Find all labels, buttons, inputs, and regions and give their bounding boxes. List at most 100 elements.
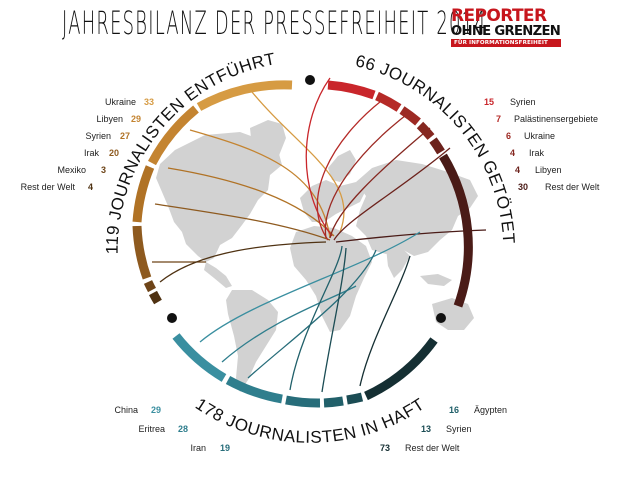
getoetet-row: 15 [484, 97, 494, 108]
getoetet-number: 30 [518, 182, 529, 192]
getoetet-row: Irak [529, 148, 544, 159]
getoetet-number: 7 [496, 114, 502, 124]
entfuehrt-row: Rest der Welt [21, 182, 75, 193]
flow-china-haft [199, 231, 421, 343]
entfuehrt-country: Rest der Welt [20, 182, 75, 192]
flows-getoetet [305, 77, 487, 243]
page-title: JAHRESBILANZ DER PRESSEFREIHEIT 2014 [62, 4, 487, 42]
getoetet-country: Ukraine [524, 131, 556, 141]
haft-value: 29 [151, 405, 161, 416]
getoetet-row: 30 [518, 182, 528, 193]
separator-dot-left [167, 313, 177, 323]
arc-haft-iran [285, 395, 321, 408]
logo-tagline: FÜR INFORMATIONSFREIHEIT [451, 39, 561, 47]
arc-getoetet-libyen [429, 137, 445, 155]
scandinavia-shape [328, 150, 356, 182]
entfuehrt-row: Syrien [85, 131, 111, 142]
entfuehrt-country: Irak [83, 148, 99, 158]
entfuehrt-number: 3 [101, 165, 107, 175]
flows-entfuehrt [152, 91, 345, 283]
flow-ukraine-entfuehrt [251, 91, 345, 233]
getoetet-row: 7 [496, 114, 501, 125]
getoetet-number: 15 [484, 97, 495, 107]
haft-row: China [114, 405, 138, 416]
haft-country: Ägypten [474, 405, 508, 415]
haft-number: 29 [151, 405, 162, 415]
haft-row: 13 [421, 424, 431, 435]
getoetet-row: Ukraine [524, 131, 555, 142]
entfuehrt-value: 20 [109, 148, 119, 159]
arc-getoetet-irak [416, 121, 435, 140]
entfuehrt-country: Ukraine [104, 97, 136, 107]
entfuehrt-row: Ukraine [105, 97, 136, 108]
haft-number: 13 [421, 424, 432, 434]
getoetet-row: Palästinensergebiete [514, 114, 598, 125]
getoetet-row: 4 [515, 165, 520, 176]
getoetet-number: 4 [510, 148, 516, 158]
getoetet-number: 6 [506, 131, 512, 141]
entfuehrt-value: 4 [88, 182, 93, 193]
haft-row: Ägypten [474, 405, 507, 416]
haft-row: Eritrea [138, 424, 165, 435]
haft-row: Iran [190, 443, 206, 454]
entfuehrt-value: 3 [101, 165, 106, 176]
haft-number: 28 [178, 424, 189, 434]
arc-entfuehrt-libyen [148, 105, 199, 166]
getoetet-country: Rest der Welt [545, 182, 600, 192]
flow-ukraine-getoetet [324, 111, 411, 239]
haft-country: China [114, 405, 138, 415]
haft-number: 73 [380, 443, 391, 453]
haft-number: 19 [220, 443, 231, 453]
haft-row: Rest der Welt [405, 443, 459, 454]
haft-row: 16 [449, 405, 459, 416]
haft-number: 16 [449, 405, 460, 415]
india-shape [386, 246, 410, 278]
haft-row: Syrien [446, 424, 472, 435]
arc-entfuehrt-syrien [132, 165, 155, 223]
rsf-logo: REPORTER OHNE GRENZEN FÜR INFORMATIONSFR… [451, 8, 561, 47]
arc-entfuehrt-rest [149, 290, 162, 305]
getoetet-country: Irak [529, 148, 545, 158]
haft-value: 28 [178, 424, 188, 435]
arc-haft-rest [364, 337, 438, 401]
haft-country: Syrien [446, 424, 472, 434]
haft-country: Eritrea [138, 424, 165, 434]
entfuehrt-value: 33 [144, 97, 154, 108]
entfuehrt-value: 29 [131, 114, 141, 125]
flow-syrien-haft [321, 247, 347, 393]
flow-irak-getoetet [329, 127, 431, 239]
getoetet-country: Libyen [535, 165, 562, 175]
flow-syrien-entfuehrt [167, 167, 335, 237]
north-america-shape [156, 132, 282, 262]
arc-getoetet-ukraine [399, 106, 421, 126]
flow-libyen-getoetet [333, 147, 451, 241]
haft-country: Iran [190, 443, 206, 453]
entfuehrt-country: Mexiko [57, 165, 86, 175]
getoetet-row: 4 [510, 148, 515, 159]
getoetet-country: Palästinensergebiete [514, 114, 599, 124]
entfuehrt-row: Irak [84, 148, 99, 159]
entfuehrt-number: 29 [131, 114, 142, 124]
arc-entfuehrt-mexiko [143, 280, 156, 293]
entfuehrt-country: Syrien [85, 131, 111, 141]
entfuehrt-row: Libyen [96, 114, 123, 125]
arc-getoetet-syrien [327, 80, 376, 100]
flow-libyen-entfuehrt [189, 129, 331, 239]
arc-entfuehrt-ukraine [196, 80, 293, 111]
haft-country: Rest der Welt [405, 443, 460, 453]
haft-value: 19 [220, 443, 230, 454]
greenland-shape [250, 120, 286, 172]
entfuehrt-number: 4 [88, 182, 94, 192]
flow-rest-entfuehrt [159, 241, 327, 283]
getoetet-row: Libyen [535, 165, 562, 176]
flow-palaestina-getoetet [316, 97, 386, 241]
flow-syrien-getoetet [305, 77, 333, 237]
separator-dot-right [436, 313, 446, 323]
arc-haft-eritrea [225, 376, 283, 404]
getoetet-number: 4 [515, 165, 521, 175]
arc-entfuehrt-irak [132, 225, 152, 280]
flows-haft [199, 231, 421, 393]
arc-getoetet-rest [439, 153, 473, 308]
arc-getoetet-palaestina [375, 91, 402, 112]
flow-aegypten-haft [289, 245, 343, 391]
